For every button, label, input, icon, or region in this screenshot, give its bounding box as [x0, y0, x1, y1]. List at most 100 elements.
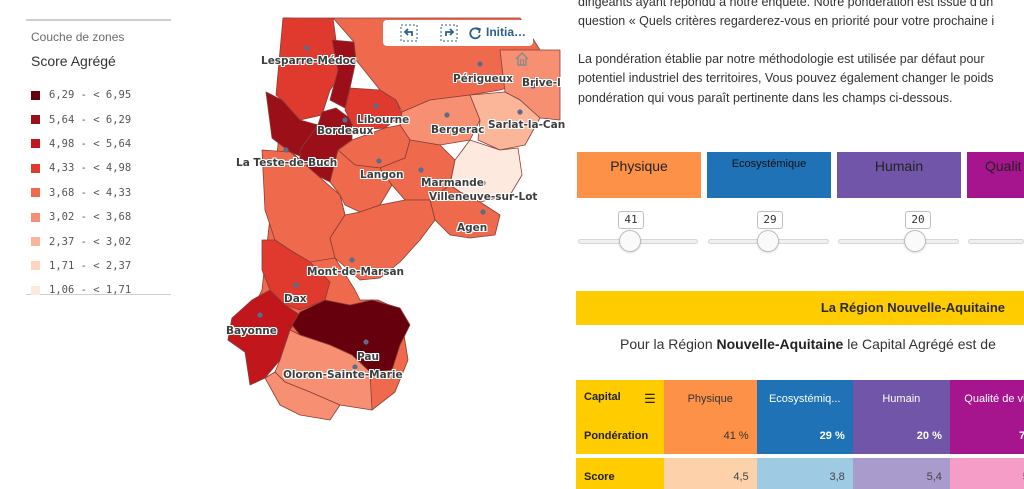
map-city-dot [373, 103, 379, 109]
legend-title: Score Agrégé [31, 53, 116, 69]
map-city-dot [477, 61, 483, 67]
table-cell: 20 % [852, 417, 950, 454]
legend-swatch [31, 237, 40, 247]
map-city-dot [342, 117, 348, 123]
city-label-bordeaux: Bordeaux [317, 125, 374, 137]
map-legend: Couche de zones Score Agrégé 6,29 - < 6,… [26, 19, 171, 296]
city-label-libourne: Libourne [357, 114, 410, 126]
city-label-oloron: Oloron-Sainte-Marie [283, 369, 403, 381]
table-row: Pondération 41 % 29 % 20 % 7 % [576, 417, 1024, 454]
legend-swatch [31, 261, 40, 271]
map-city-dot [480, 180, 486, 186]
map-zone [469, 91, 541, 151]
home-icon[interactable] [513, 50, 531, 68]
legend-item: 5,64 - < 6,29 [31, 107, 131, 131]
legend-swatch [31, 90, 40, 100]
map-zone [329, 149, 393, 213]
table-row-label: Pondération [576, 417, 664, 454]
legend-swatch [31, 285, 40, 295]
undo-icon[interactable] [399, 23, 419, 43]
map-city-dot [480, 209, 486, 215]
region-sentence-name: Nouvelle-Aquitaine [716, 336, 844, 352]
intro-line: dirigeants ayant répondu à notre enquête… [578, 0, 994, 9]
capital-button-ecosystemique[interactable]: Ecosystémique [707, 152, 831, 198]
region-sentence-suffix: le Capital Agrégé est de [847, 336, 996, 352]
legend-item-label: 1,71 - < 2,37 [49, 259, 132, 272]
map-city-dot [352, 364, 358, 370]
region-sentence-prefix: Pour la Région [620, 336, 713, 352]
legend-item-label: 6,29 - < 6,95 [49, 89, 132, 102]
table-header-row: Capital ☰ Physique Ecosystémiq... Humain… [576, 380, 1024, 417]
intro-line: potentiel industriel des territoires, Vo… [578, 71, 994, 85]
map-city-dot [444, 112, 450, 118]
map-city-dot [349, 257, 355, 263]
intro-line: question « Quels critères regarderez-vou… [578, 14, 995, 28]
table-cell: 5,4 [852, 458, 950, 489]
legend-item-label: 5,64 - < 6,29 [49, 113, 132, 126]
hamburger-menu-icon[interactable]: ☰ [644, 390, 656, 406]
table-header-capital[interactable]: Capital ☰ [576, 380, 664, 417]
legend-item: 3,68 - < 4,33 [31, 181, 131, 205]
table-cell: 41 % [663, 417, 757, 454]
physique-slider-thumb[interactable] [619, 230, 641, 252]
map-city-dot [304, 45, 310, 51]
city-label-lateste: La Teste-de-Buch [236, 157, 338, 169]
legend-swatch [31, 163, 40, 173]
region-title: La Région Nouvelle-Aquitaine [820, 300, 1005, 315]
map-city-dot [363, 339, 369, 345]
capital-button-label: Ecosystémique [731, 158, 807, 170]
capital-button-humain[interactable]: Humain [837, 152, 961, 198]
legend-layer-title: Couche de zones [31, 30, 125, 44]
city-label-brive: Brive-l [522, 77, 561, 89]
table-row-label: Score [576, 458, 664, 489]
legend-item-label: 1,06 - < 1,71 [49, 284, 132, 297]
capital-button-physique[interactable]: Physique [577, 152, 701, 198]
humain-slider-thumb[interactable] [904, 230, 926, 252]
intro-line: pondération qui vous paraît pertinente d… [578, 91, 953, 105]
legend-item-label: 3,02 - < 3,68 [49, 211, 132, 224]
city-label-agen: Agen [457, 222, 488, 234]
map-city-dot [530, 83, 536, 89]
table-header-ecosystemique[interactable]: Ecosystémiq... [756, 380, 853, 417]
legend-item: 4,33 - < 4,98 [31, 156, 131, 180]
legend-item: 4,98 - < 5,64 [31, 132, 131, 156]
ecosystemique-weight-input[interactable]: 29 [757, 211, 783, 229]
reset-icon[interactable] [468, 23, 482, 43]
table-header-humain[interactable]: Humain [852, 380, 950, 417]
table-cell: 3,8 [756, 458, 853, 489]
city-label-lesparre: Lesparre-Médoc [261, 55, 357, 67]
legend-item-label: 4,98 - < 5,64 [49, 137, 132, 150]
ecosystemique-slider-thumb[interactable] [757, 230, 779, 252]
table-header-qualite[interactable]: Qualité de vie [949, 380, 1024, 417]
capital-button-label: Humain [874, 158, 924, 174]
map-zone [264, 371, 341, 421]
city-label-pau: Pau [357, 351, 379, 363]
legend-swatch [31, 212, 40, 222]
intro-line: La pondération établie par notre méthodo… [578, 52, 985, 66]
city-label-bergerac: Bergerac [431, 124, 485, 136]
map-zone [429, 184, 501, 239]
legend-item: 6,29 - < 6,95 [31, 83, 131, 107]
legend-item: 1,06 - < 1,71 [31, 278, 131, 302]
humain-slider-track[interactable] [838, 239, 959, 244]
legend-list: 6,29 - < 6,95 5,64 - < 6,29 4,98 - < 5,6… [31, 83, 131, 303]
city-label-perigueux: Périgueux [453, 73, 513, 85]
legend-item-label: 4,33 - < 4,98 [49, 162, 132, 175]
table-cell: 5,6 [949, 458, 1024, 489]
qualite-slider-track[interactable] [968, 239, 1024, 244]
capital-button-qualite[interactable]: Qualit [967, 152, 1024, 198]
map-city-dot [418, 167, 424, 173]
table-cell: 4,5 [663, 458, 757, 489]
map-canvas[interactable] [210, 0, 565, 489]
table-header-label: Capital [584, 390, 621, 403]
capital-button-label: Qualit [985, 158, 1022, 174]
city-label-langon: Langon [360, 169, 404, 181]
reset-button[interactable]: Initia… [486, 25, 527, 39]
humain-weight-input[interactable]: 20 [905, 211, 931, 229]
city-label-villeneuve: Villeneuve-sur-Lot [429, 191, 538, 203]
map-toolbar: Initia… [383, 20, 533, 46]
physique-weight-input[interactable]: 41 [618, 211, 644, 229]
redo-icon[interactable] [439, 23, 459, 43]
choropleth-map[interactable]: Lesparre-Médoc Périgueux Brive-l Libourn… [210, 0, 565, 489]
table-header-physique[interactable]: Physique [663, 380, 757, 417]
